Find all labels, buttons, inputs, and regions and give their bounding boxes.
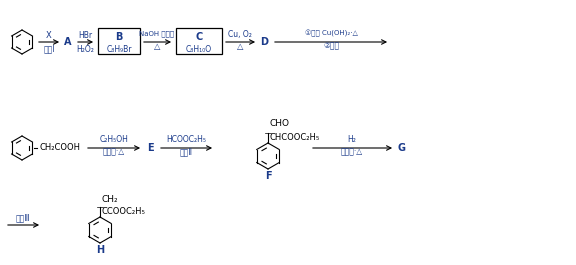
Text: ①新制 Cu(OH)₂·△: ①新制 Cu(OH)₂·△ (305, 29, 358, 37)
Text: 浓硫酸·△: 浓硫酸·△ (103, 148, 125, 157)
Text: H: H (96, 245, 104, 255)
Bar (176, 28, 222, 54)
Text: C₈H₉Br: C₈H₉Br (106, 45, 132, 54)
Text: CH₂COOH: CH₂COOH (40, 144, 81, 152)
Text: E: E (147, 143, 153, 153)
Text: C₂H₅OH: C₂H₅OH (100, 135, 128, 144)
Bar (98, 28, 140, 54)
Text: C₈H₁₀O: C₈H₁₀O (186, 45, 212, 54)
Text: 反应Ⅲ: 反应Ⅲ (16, 214, 31, 223)
Text: Cu, O₂: Cu, O₂ (228, 29, 252, 38)
Text: H₂O₂: H₂O₂ (76, 45, 94, 54)
Text: CHCOOC₂H₅: CHCOOC₂H₅ (270, 134, 320, 143)
Text: B: B (115, 32, 123, 42)
Text: CCOOC₂H₅: CCOOC₂H₅ (102, 207, 146, 217)
Text: H₂: H₂ (347, 135, 357, 144)
Text: CH₂: CH₂ (102, 195, 119, 204)
Text: HCOOC₂H₅: HCOOC₂H₅ (166, 135, 206, 144)
Text: △: △ (154, 42, 160, 51)
Text: 反应Ⅰ: 反应Ⅰ (43, 45, 55, 54)
Text: F: F (265, 171, 271, 181)
Text: D: D (260, 37, 268, 47)
Text: CHO: CHO (270, 120, 290, 129)
Text: NaOH 水溶液: NaOH 水溶液 (139, 31, 175, 37)
Text: G: G (398, 143, 406, 153)
Text: C: C (195, 32, 203, 42)
Text: X: X (46, 30, 52, 39)
Text: A: A (65, 37, 72, 47)
Text: △: △ (237, 42, 243, 51)
Text: 催化剂·△: 催化剂·△ (341, 148, 363, 157)
Text: HBr: HBr (78, 30, 92, 39)
Text: 反应Ⅱ: 反应Ⅱ (180, 148, 192, 157)
Text: ②酸化: ②酸化 (323, 42, 339, 51)
